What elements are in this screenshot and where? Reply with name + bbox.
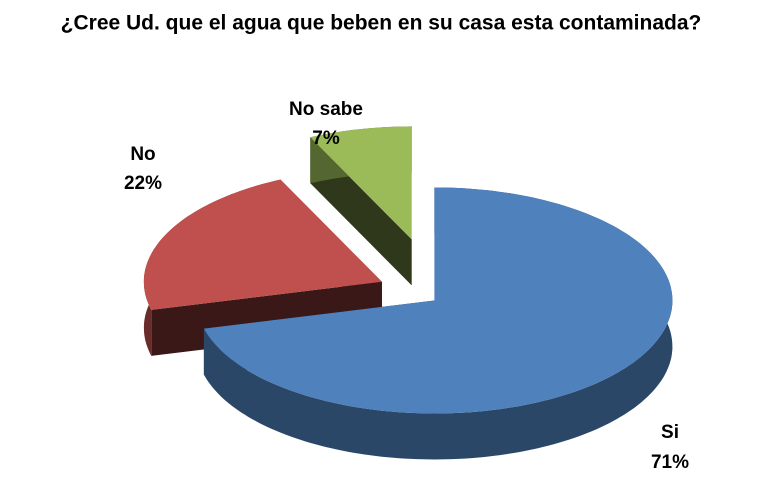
slice-value-label: 71% <box>651 452 689 473</box>
pie-slice <box>203 187 673 460</box>
slice-top <box>203 187 673 414</box>
slice-label: Si <box>661 422 679 443</box>
pie-slice <box>143 179 382 356</box>
slice-label: No sabe <box>289 99 363 120</box>
slice-top <box>143 179 382 310</box>
slice-value-label: 22% <box>124 173 162 194</box>
slice-value-label: 7% <box>312 128 340 149</box>
slice-top <box>310 126 412 240</box>
chart-title: ¿Cree Ud. que el agua que beben en su ca… <box>61 12 702 35</box>
pie-slice <box>310 126 412 286</box>
slice-label: No <box>130 144 155 165</box>
